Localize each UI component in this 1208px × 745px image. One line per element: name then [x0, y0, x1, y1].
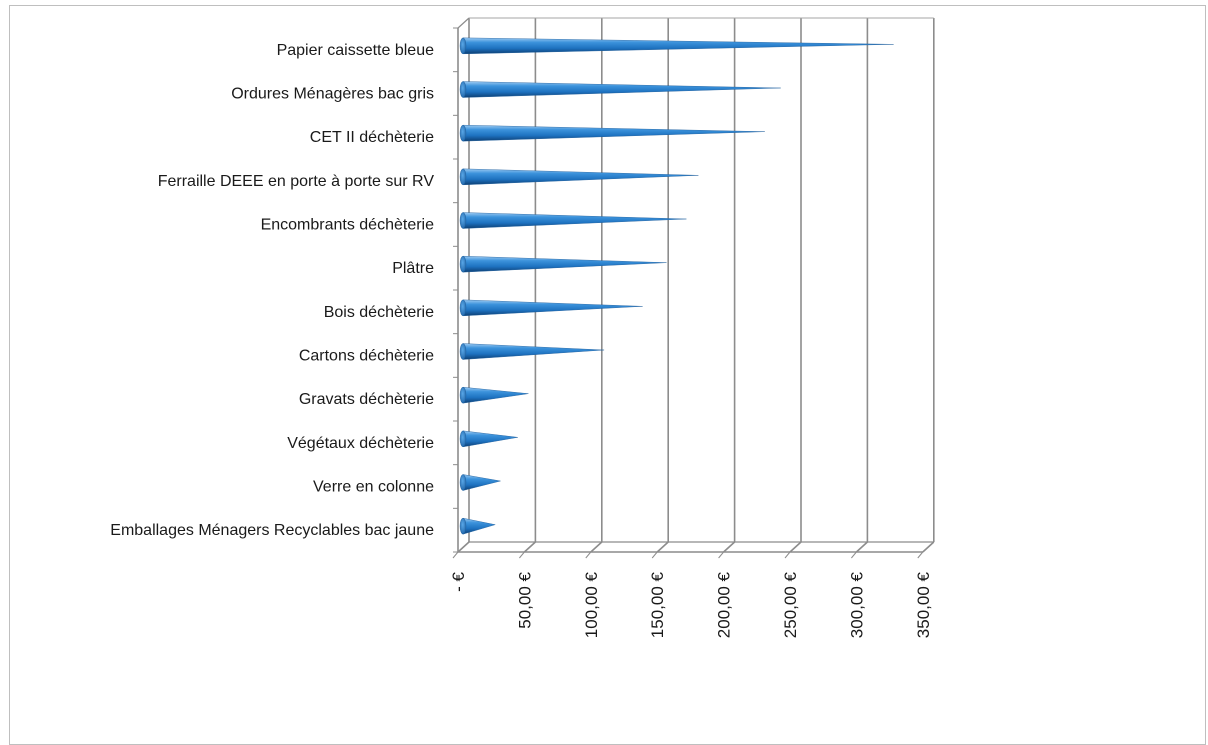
- cone-base: [460, 169, 466, 185]
- value-tick-label: 250,00 €: [781, 571, 800, 638]
- category-label: Ferraille DEEE en porte à porte sur RV: [158, 173, 435, 190]
- cone-base: [460, 387, 466, 403]
- cone-base: [460, 431, 466, 447]
- value-tick-label: 150,00 €: [648, 571, 667, 638]
- value-tick: [453, 552, 458, 558]
- cone-bar: [463, 169, 698, 185]
- floor-gridline: [923, 542, 934, 552]
- floor-gridline: [458, 542, 469, 552]
- cone-bar: [463, 82, 781, 98]
- bar-10: [460, 475, 501, 491]
- bar-1: [460, 82, 781, 98]
- category-label: Plâtre: [392, 260, 434, 277]
- value-tick-label: - €: [449, 571, 468, 591]
- cone-bar: [463, 300, 643, 316]
- cone-bar: [463, 38, 894, 54]
- category-label: Papier caissette bleue: [277, 42, 435, 59]
- bar-6: [460, 300, 643, 316]
- bar-5: [460, 256, 667, 272]
- category-label: Verre en colonne: [313, 479, 434, 496]
- cone-base: [460, 125, 466, 141]
- value-tick: [519, 552, 524, 558]
- cone-base: [460, 213, 466, 229]
- bar-4: [460, 213, 686, 229]
- cone-base: [460, 344, 466, 360]
- floor-gridline: [856, 542, 867, 552]
- bar-7: [460, 344, 604, 360]
- bar-3: [460, 169, 698, 185]
- value-tick-label: 100,00 €: [582, 571, 601, 638]
- cone-bar: [463, 518, 495, 534]
- cone-base: [460, 475, 466, 491]
- cone-bar: [463, 256, 667, 272]
- bar-9: [460, 431, 518, 447]
- value-tick-label: 350,00 €: [914, 571, 933, 638]
- cone-base: [460, 300, 466, 316]
- category-label: CET II déchèterie: [310, 129, 434, 146]
- category-label: Encombrants déchèterie: [261, 217, 435, 234]
- value-tick-label: 50,00 €: [515, 571, 534, 628]
- bar-0: [460, 38, 894, 54]
- value-tick: [851, 552, 856, 558]
- cone-base: [460, 256, 466, 272]
- category-label: Cartons déchèterie: [299, 348, 434, 365]
- value-tick: [652, 552, 657, 558]
- floor-gridline: [591, 542, 602, 552]
- cone-bar: [463, 387, 528, 403]
- floor-gridline: [724, 542, 735, 552]
- cone-bar: [463, 125, 765, 141]
- floor-gridline: [657, 542, 668, 552]
- category-label: Emballages Ménagers Recyclables bac jaun…: [110, 522, 434, 539]
- floor-gridline: [790, 542, 801, 552]
- bar-8: [460, 387, 528, 403]
- category-label: Végétaux déchèterie: [287, 435, 434, 452]
- category-label: Bois déchèterie: [324, 304, 434, 321]
- bar-11: [460, 518, 495, 534]
- category-label: Ordures Ménagères bac gris: [231, 86, 434, 103]
- cone-bar: [463, 213, 686, 229]
- cone-base: [460, 82, 466, 98]
- value-tick-label: 300,00 €: [847, 571, 866, 638]
- cone-base: [460, 518, 466, 534]
- value-tick: [785, 552, 790, 558]
- cone-bar-chart: Papier caissette bleue Ordures Ménagères …: [0, 0, 1208, 713]
- cone-bar: [463, 344, 604, 360]
- value-tick: [918, 552, 923, 558]
- category-label: Gravats déchèterie: [299, 391, 434, 408]
- cone-bar: [463, 431, 518, 447]
- value-tick-label: 200,00 €: [715, 571, 734, 638]
- value-tick: [586, 552, 591, 558]
- cone-base: [460, 38, 466, 54]
- cone-bar: [463, 475, 501, 491]
- bar-2: [460, 125, 765, 141]
- floor-gridline: [524, 542, 535, 552]
- side-wall-top-edge: [458, 18, 469, 28]
- value-tick: [719, 552, 724, 558]
